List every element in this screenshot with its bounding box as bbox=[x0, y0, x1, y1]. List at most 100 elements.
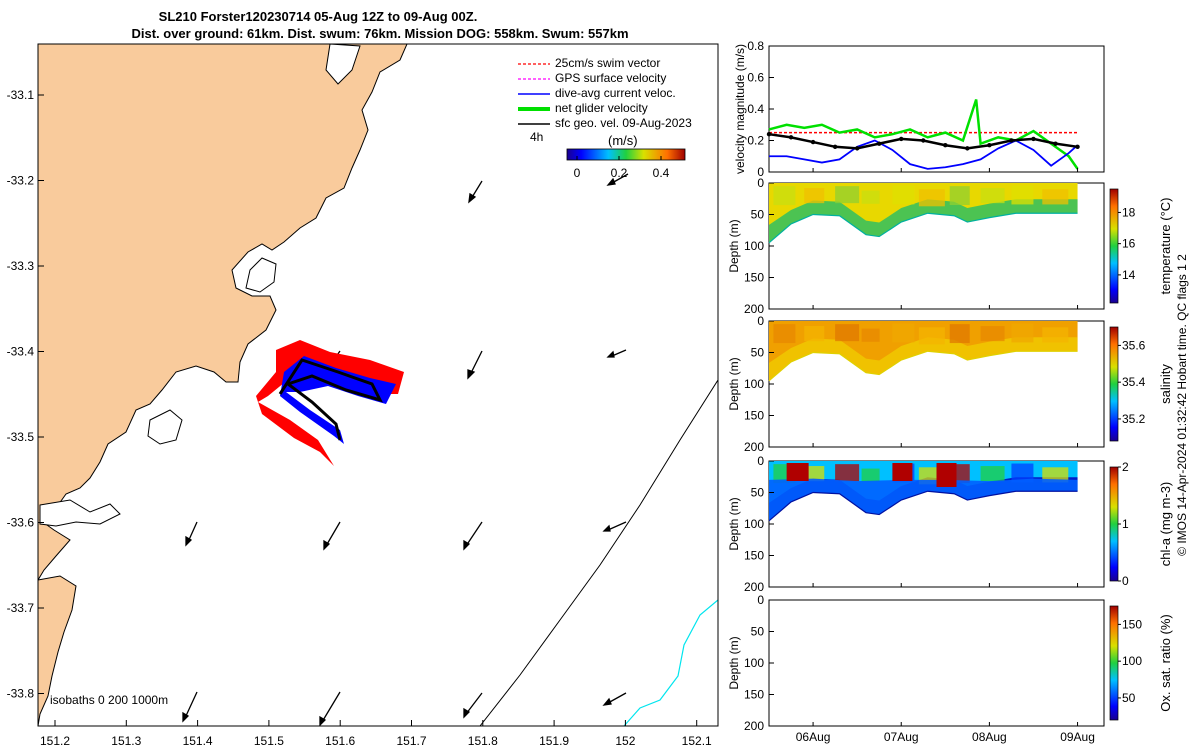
depth-field-deep bbox=[769, 337, 1078, 381]
depth-y-tick-label: 100 bbox=[744, 377, 764, 391]
velocity-y-tick-label: 0.2 bbox=[747, 134, 764, 148]
colorbar-label: chl-a (mg m-3) bbox=[1158, 482, 1173, 567]
velocity-panel: 0 0.2 0.4 0.6 0.8 velocity magnitude (m/s) bbox=[733, 39, 1105, 179]
map-x-tick-label: 152.1 bbox=[682, 734, 712, 748]
depth-y-tick-label: 100 bbox=[744, 656, 764, 670]
depth-panel-1: 0 50 100 150 200 Depth (m) 35.2 35.4 35.6 salinit… bbox=[727, 314, 1173, 454]
colorbar-tick-label: 35.2 bbox=[1122, 412, 1146, 426]
legend-label-net: net glider velocity bbox=[555, 101, 648, 115]
depth-y-label: Depth (m) bbox=[727, 357, 741, 410]
velocity-y-tick-label: 0 bbox=[757, 165, 764, 179]
depth-y-label: Depth (m) bbox=[727, 497, 741, 550]
colorbar-tick-label: 2 bbox=[1122, 460, 1129, 474]
depth-field-patch bbox=[861, 328, 880, 342]
colorbar-tick-label: 18 bbox=[1122, 205, 1136, 219]
map-x-tick-label: 151.8 bbox=[468, 734, 498, 748]
depth-panel-2: 0 50 100 150 200 Depth (m) 0 1 2 chl-a (mg m-3) bbox=[727, 454, 1173, 594]
velocity-series-line bbox=[768, 99, 1079, 170]
map-colorbar-tick-0: 0 bbox=[574, 166, 581, 180]
colorbar-tick-label: 14 bbox=[1122, 268, 1136, 282]
depth-y-tick-label: 0 bbox=[757, 314, 764, 328]
colorbar-tick-label: 35.6 bbox=[1122, 338, 1146, 352]
colorbar-tick-label: 100 bbox=[1122, 654, 1142, 668]
velocity-point bbox=[899, 136, 904, 142]
depth-field-patch bbox=[804, 188, 825, 204]
velocity-point bbox=[921, 138, 926, 143]
depth-field-deep bbox=[769, 199, 1078, 243]
map-colorbar-tick-1: 0.2 bbox=[611, 166, 628, 180]
depth-y-tick-label: 200 bbox=[744, 719, 764, 733]
depth-field-patch bbox=[835, 324, 860, 342]
isobath-200 bbox=[479, 379, 718, 726]
map-x-ticks: 151.2 151.3 151.4 151.5 151.6 151.7 151.8 151.9… bbox=[40, 720, 712, 748]
colorbar-tick-label: 0 bbox=[1122, 574, 1129, 588]
map-y-tick-label: -33.3 bbox=[7, 259, 35, 273]
depth-field-patch bbox=[773, 186, 796, 206]
map-x-tick-label: 152 bbox=[615, 734, 635, 748]
map-y-tick-label: -33.6 bbox=[7, 516, 35, 530]
map-y-tick-label: -33.7 bbox=[7, 601, 35, 615]
depth-y-tick-label: 100 bbox=[744, 517, 764, 531]
depth-lower-boundary bbox=[768, 212, 1078, 244]
depth-y-tick-label: 0 bbox=[757, 176, 764, 190]
map-x-tick-label: 151.3 bbox=[111, 734, 141, 748]
velocity-y-tick-label: 0.8 bbox=[747, 39, 764, 53]
velocity-y-label: velocity magnitude (m/s) bbox=[733, 44, 747, 174]
depth-field-patch bbox=[835, 186, 860, 204]
depth-y-tick-label: 100 bbox=[744, 239, 764, 253]
depth-y-tick-label: 150 bbox=[744, 409, 764, 423]
colorbar-unit-label: (m/s) bbox=[608, 133, 638, 148]
map-panel: isobaths 0 200 1000m 151.2 151.3 151.4 151.… bbox=[7, 43, 719, 748]
date-tick-label: 09Aug bbox=[1060, 730, 1095, 744]
inlet bbox=[147, 409, 183, 445]
legend-label-geo: sfc geo. vel. 09-Aug-2023 bbox=[555, 116, 692, 130]
date-tick-label: 06Aug bbox=[796, 730, 831, 744]
chl-max-patch bbox=[892, 463, 913, 481]
depth-panel-0: 0 50 100 150 200 Depth (m) 14 16 18 temperature (… bbox=[727, 176, 1173, 316]
depth-lower-boundary bbox=[768, 490, 1078, 522]
depth-y-tick-label: 0 bbox=[757, 454, 764, 468]
velocity-point bbox=[943, 143, 948, 148]
depth-field-patch bbox=[980, 326, 1005, 342]
chl-max-patch bbox=[936, 463, 957, 487]
legend-label-dive-avg: dive-avg current veloc. bbox=[555, 86, 676, 100]
map-y-tick-label: -33.1 bbox=[7, 88, 35, 102]
lake bbox=[245, 257, 277, 293]
velocity-series bbox=[766, 99, 1080, 170]
map-colorbar-tick-2: 0.4 bbox=[653, 166, 670, 180]
map-x-tick-label: 151.7 bbox=[396, 734, 426, 748]
depth-panel-3: 0 50 100 150 200 Depth (m) 50 100 150 Ox. sat. ra… bbox=[727, 593, 1173, 733]
depth-field-patch bbox=[1011, 323, 1034, 343]
legend-label-gps: GPS surface velocity bbox=[555, 71, 666, 85]
chl-deep-region bbox=[769, 478, 1078, 521]
map-y-ticks: -33.1 -33.2 -33.3 -33.4 -33.5 -33.6 -33.7 -33.8 bbox=[7, 88, 44, 701]
map-y-tick-label: -33.5 bbox=[7, 430, 35, 444]
legend-label-swim: 25cm/s swim vector bbox=[555, 56, 660, 70]
depth-colorbar bbox=[1109, 188, 1119, 304]
date-tick-label: 08Aug bbox=[972, 730, 1007, 744]
colorbar-label: temperature (°C) bbox=[1158, 198, 1173, 295]
depth-field-patch bbox=[773, 324, 796, 344]
velocity-point bbox=[1075, 144, 1080, 149]
map-x-tick-label: 151.4 bbox=[183, 734, 213, 748]
credit-text: © IMOS 14-Apr-2024 01:32:42 Hobart time.… bbox=[1175, 254, 1189, 556]
depth-y-tick-label: 150 bbox=[744, 549, 764, 563]
isobaths-label: isobaths 0 200 1000m bbox=[50, 693, 168, 707]
depth-y-tick-label: 200 bbox=[744, 302, 764, 316]
depth-y-tick-label: 200 bbox=[744, 580, 764, 594]
date-tick-label: 07Aug bbox=[884, 730, 919, 744]
velocity-point bbox=[832, 144, 838, 149]
land-south bbox=[38, 575, 77, 726]
velocity-point bbox=[854, 146, 860, 151]
velocity-point bbox=[1031, 136, 1036, 142]
map-frame bbox=[37, 43, 719, 727]
title-line-1: SL210 Forster120230714 05-Aug 12Z to 09-… bbox=[159, 9, 478, 24]
map-y-tick-label: -33.4 bbox=[7, 345, 35, 359]
velocity-point bbox=[987, 143, 992, 148]
depth-y-tick-label: 150 bbox=[744, 688, 764, 702]
depth-y-tick-label: 50 bbox=[751, 208, 765, 222]
depth-y-label: Depth (m) bbox=[727, 219, 741, 272]
depth-field-patch bbox=[918, 189, 945, 207]
colorbar-tick-label: 50 bbox=[1122, 691, 1136, 705]
